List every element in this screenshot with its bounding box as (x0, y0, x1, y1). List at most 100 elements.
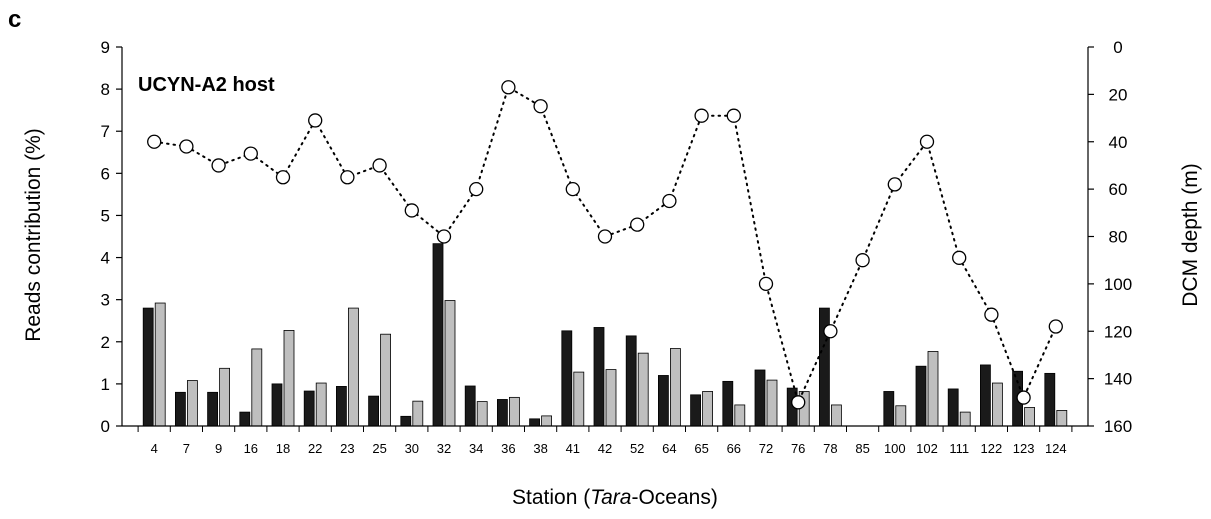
depth-point (147, 134, 162, 149)
bar-series-1 (625, 335, 637, 427)
depth-point (404, 203, 419, 218)
y-tick-label: 3 (101, 291, 110, 310)
y2-tick-label: 120 (1104, 322, 1132, 341)
x-tick-label: 42 (598, 441, 612, 456)
bar-series-2 (766, 379, 778, 427)
y-tick-label: 5 (101, 206, 110, 225)
depth-point (340, 170, 355, 185)
x-tick-label: 25 (372, 441, 386, 456)
bar-series-2 (154, 302, 166, 427)
x-axis-title-suffix: -Oceans) (631, 486, 718, 509)
y-axis-title: Reads contribution (%) (22, 128, 45, 342)
bar-series-1 (947, 388, 959, 427)
y-tick-label: 1 (101, 375, 110, 394)
bar-series-2 (992, 382, 1003, 427)
x-tick-label: 76 (791, 441, 805, 456)
x-tick-label: 124 (1045, 441, 1067, 456)
bar-series-2 (508, 396, 520, 427)
depth-point (662, 193, 677, 209)
bar-series-1 (432, 243, 444, 427)
depth-point (630, 217, 645, 232)
x-tick-label: 30 (405, 441, 419, 456)
depth-point (469, 181, 484, 197)
x-tick-label: 78 (823, 441, 837, 456)
bar-series-2 (734, 404, 746, 427)
x-tick-label: 122 (981, 441, 1003, 456)
depth-point (179, 139, 194, 154)
bar-series-1 (1044, 372, 1056, 427)
y2-tick-label: 140 (1104, 370, 1132, 389)
x-axis-title-italic: Tara (590, 486, 632, 509)
depth-point (1048, 319, 1063, 334)
bar-series-1 (303, 390, 315, 427)
bar-series-2 (637, 352, 649, 427)
y-tick-label: 6 (101, 164, 110, 183)
x-axis-title: Station (Tara-Oceans) (512, 486, 718, 510)
bar-series-2 (315, 382, 327, 427)
x-tick-label: 7 (183, 441, 190, 456)
bar-series-1 (980, 364, 991, 427)
depth-point (984, 307, 999, 322)
bar-series-1 (207, 391, 219, 427)
x-axis-title-prefix: Station ( (512, 486, 591, 509)
bar-series-2 (670, 348, 681, 427)
bar-series-1 (142, 307, 154, 427)
x-tick-label: 102 (916, 441, 938, 456)
x-tick-label: 22 (308, 441, 322, 456)
x-tick-label: 65 (694, 441, 708, 456)
bar-series-1 (915, 365, 927, 427)
x-tick-label: 123 (1013, 441, 1035, 456)
x-tick-label: 36 (501, 441, 515, 456)
bar-series-2 (959, 411, 971, 427)
x-tick-label: 16 (244, 441, 258, 456)
depth-point (887, 177, 902, 192)
chart-title: UCYN-A2 host (138, 74, 275, 96)
bar-series-1 (529, 418, 540, 427)
x-tick-label: 111 (949, 441, 969, 456)
depth-point (275, 170, 291, 185)
bar-series-1 (690, 394, 701, 427)
depth-point (726, 108, 741, 123)
bar-series-2 (573, 371, 585, 427)
x-tick-label: 41 (566, 441, 580, 456)
bar-series-1 (174, 391, 186, 427)
depth-point (501, 80, 516, 95)
depth-point (919, 134, 935, 149)
bar-series-1 (464, 385, 476, 427)
depth-line-layer (147, 80, 1063, 410)
y2-tick-label: 160 (1104, 417, 1132, 436)
depth-point (791, 395, 806, 410)
depth-point (211, 158, 226, 173)
bar-series-2 (251, 348, 263, 427)
y2-tick-label: 100 (1104, 275, 1132, 294)
depth-point (533, 99, 548, 114)
bar-series-1 (561, 330, 573, 427)
bar-series-2 (476, 401, 488, 427)
x-tick-label: 64 (662, 441, 676, 456)
y2-tick-label: 80 (1109, 228, 1128, 247)
depth-point (565, 181, 580, 197)
x-tick-label: 34 (469, 441, 483, 456)
panel-letter: c (8, 6, 22, 33)
bar-series-2 (541, 415, 552, 427)
x-tick-label: 23 (340, 441, 354, 456)
y2-tick-label: 60 (1109, 180, 1128, 199)
depth-point (372, 158, 387, 173)
depth-point (1016, 390, 1031, 405)
bar-series-2 (831, 404, 842, 427)
bar-series-1 (754, 369, 766, 427)
y2-tick-label: 20 (1109, 85, 1128, 104)
depth-point (436, 229, 452, 244)
bar-series-2 (702, 391, 713, 427)
bar-series-1 (883, 391, 895, 427)
bar-series-2 (444, 300, 456, 427)
bar-series-1 (658, 375, 669, 427)
y2-axis-title: DCM depth (m) (1179, 163, 1202, 307)
y-tick-label: 4 (101, 249, 110, 268)
y2-tick-label: 0 (1113, 38, 1122, 57)
bar-series-2 (219, 367, 231, 427)
depth-point (952, 250, 967, 265)
x-tick-label: 85 (855, 441, 869, 456)
